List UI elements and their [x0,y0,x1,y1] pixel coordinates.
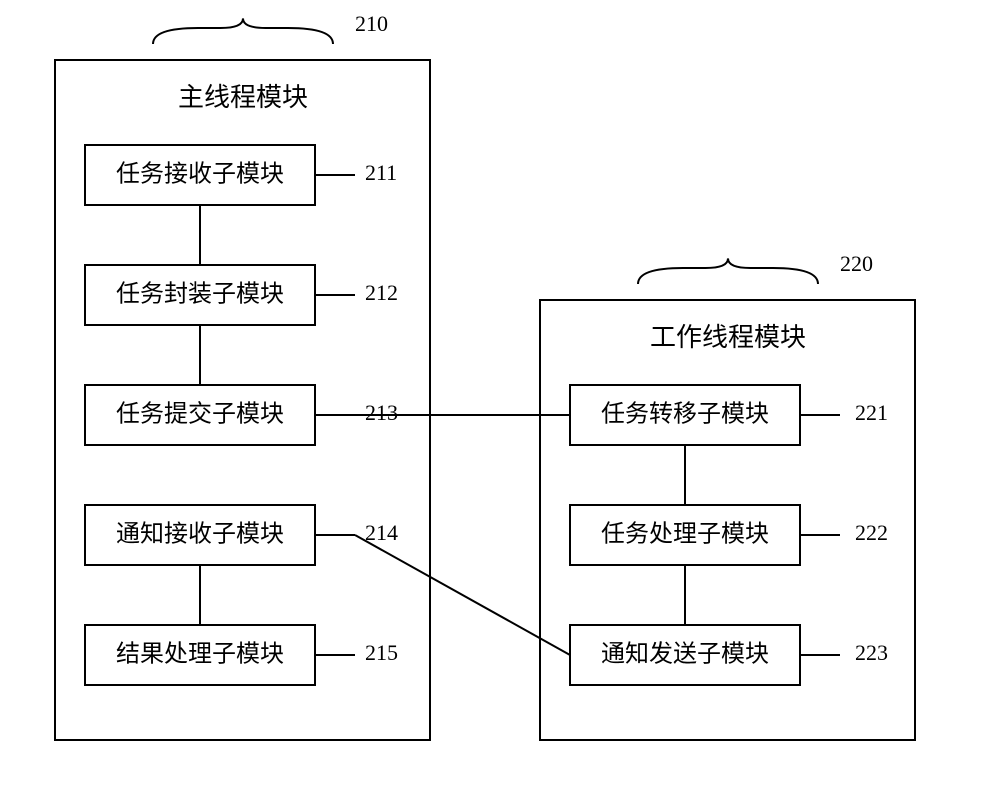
diagram-canvas: 210 主线程模块任务接收子模块 211 任务封装子模块 212 任务提交子模块 213 通知… [0,0,1000,798]
module-id-label: 220 [840,251,873,276]
module-title: 工作线程模块 [650,323,806,352]
module-brace [153,18,333,44]
submodule-id-label: 221 [855,400,888,425]
cross-connection [355,535,570,655]
submodule-label: 结果处理子模块 [116,641,284,668]
submodule-id-label: 211 [365,160,397,185]
submodule-label: 任务提交子模块 [116,401,284,428]
submodule-id-label: 222 [855,520,888,545]
submodule-label: 任务处理子模块 [601,521,769,548]
submodule-label: 通知发送子模块 [601,641,769,668]
module-brace [638,258,818,284]
submodule-label: 任务封装子模块 [116,281,284,308]
submodule-id-label: 223 [855,640,888,665]
module-id-label: 210 [355,11,388,36]
module-title: 主线程模块 [178,83,308,112]
submodule-label: 任务转移子模块 [601,401,769,428]
submodule-label: 通知接收子模块 [116,521,284,548]
submodule-id-label: 212 [365,280,398,305]
submodule-id-label: 215 [365,640,398,665]
submodule-id-label: 213 [365,400,398,425]
submodule-id-label: 214 [365,520,398,545]
submodule-label: 任务接收子模块 [116,161,284,188]
